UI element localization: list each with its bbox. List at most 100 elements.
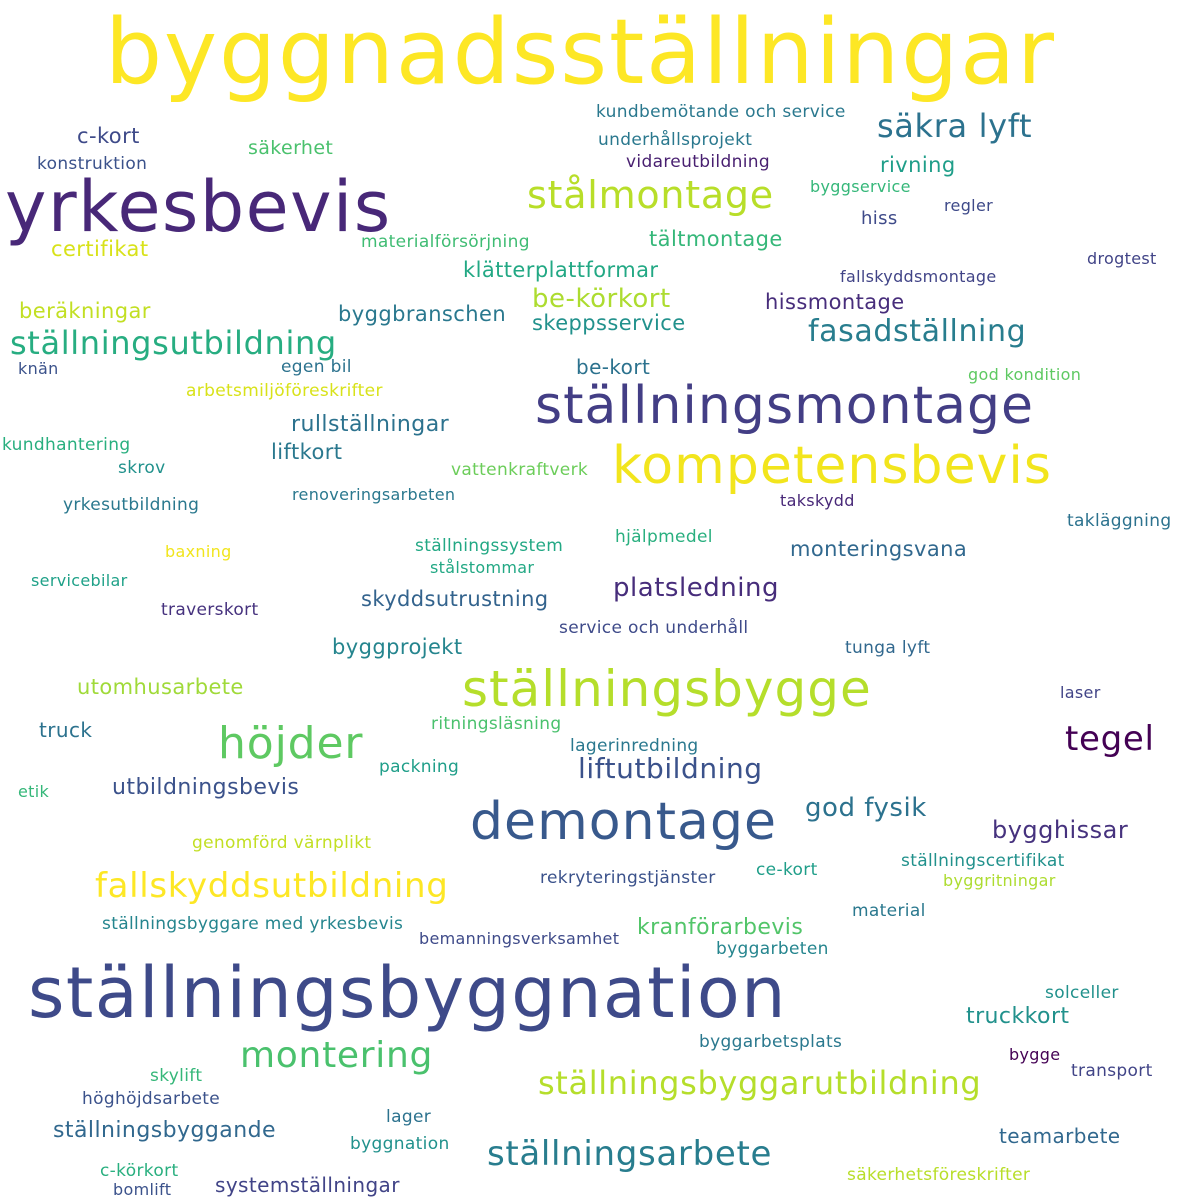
cloud-word: rekryteringstjänster <box>540 868 716 888</box>
cloud-word: beräkningar <box>19 299 151 323</box>
cloud-word: god kondition <box>968 365 1082 384</box>
cloud-word: byggritningar <box>943 871 1056 890</box>
cloud-word: yrkesbevis <box>5 166 392 248</box>
cloud-word: kranförarbevis <box>637 915 804 940</box>
cloud-word: arbetsmiljöföreskrifter <box>186 381 383 401</box>
cloud-word: servicebilar <box>31 571 128 590</box>
cloud-word: regler <box>944 196 994 215</box>
cloud-word: bomlift <box>113 1180 172 1199</box>
cloud-word: byggservice <box>810 177 911 196</box>
cloud-word: ställningsarbete <box>487 1134 773 1174</box>
cloud-word: tältmontage <box>649 227 783 251</box>
cloud-word: takskydd <box>780 491 855 510</box>
cloud-word: ställningsbyggnation <box>28 952 787 1034</box>
cloud-word: be-kort <box>576 355 651 379</box>
cloud-word: transport <box>1071 1061 1153 1081</box>
cloud-word: tegel <box>1065 719 1155 759</box>
cloud-word: certifikat <box>51 237 149 261</box>
cloud-word: vidareutbildning <box>626 152 771 172</box>
cloud-word: tunga lyft <box>845 638 931 658</box>
cloud-word: montering <box>240 1035 434 1076</box>
cloud-word: ställningssystem <box>415 536 564 556</box>
cloud-word: liftkort <box>271 440 343 464</box>
cloud-word: byggnadsställningar <box>105 0 1056 105</box>
cloud-word: demontage <box>470 792 778 852</box>
cloud-word: materialförsörjning <box>361 232 530 252</box>
cloud-word: material <box>852 901 926 921</box>
cloud-word: höghöjdsarbete <box>82 1089 221 1109</box>
cloud-word: byggbranschen <box>338 302 507 326</box>
cloud-word: bemanningsverksamhet <box>419 929 620 948</box>
cloud-word: ställningsbyggarutbildning <box>538 1064 982 1102</box>
cloud-word: yrkesutbildning <box>63 495 200 515</box>
cloud-word: byggnation <box>350 1134 450 1154</box>
cloud-word: fallskyddsutbildning <box>95 866 449 906</box>
cloud-word: liftutbildning <box>578 752 763 785</box>
cloud-word: byggarbetsplats <box>699 1032 843 1052</box>
cloud-word: c-kort <box>77 124 140 148</box>
cloud-word: skylift <box>150 1066 203 1086</box>
cloud-word: säkra lyft <box>877 107 1033 145</box>
cloud-word: baxning <box>165 542 232 561</box>
cloud-word: ställningsutbildning <box>10 324 337 362</box>
cloud-word: be-körkort <box>532 284 671 314</box>
cloud-word: höjder <box>218 718 364 769</box>
cloud-word: fasadställning <box>808 314 1027 349</box>
cloud-word: monteringsvana <box>790 537 968 561</box>
cloud-word: skyddsutrustning <box>361 587 549 611</box>
cloud-word: underhållsprojekt <box>598 130 753 150</box>
cloud-word: god fysik <box>805 793 927 823</box>
cloud-word: c-körkort <box>100 1161 179 1181</box>
cloud-word: hjälpmedel <box>615 527 713 547</box>
cloud-word: renoveringsarbeten <box>292 485 456 504</box>
cloud-word: kundbemötande och service <box>596 102 846 122</box>
cloud-word: fallskyddsmontage <box>840 267 997 286</box>
cloud-word: teamarbete <box>999 1124 1121 1148</box>
cloud-word: genomförd värnplikt <box>192 833 372 853</box>
cloud-word: stålmontage <box>527 173 774 217</box>
cloud-word: ställningsbyggande <box>53 1118 276 1143</box>
cloud-word: lager <box>386 1107 432 1127</box>
cloud-word: rivning <box>880 153 956 177</box>
cloud-word: truck <box>39 718 93 742</box>
cloud-word: etik <box>18 782 50 801</box>
cloud-word: hiss <box>861 208 898 229</box>
cloud-word: vattenkraftverk <box>451 460 589 480</box>
cloud-word: konstruktion <box>37 154 148 174</box>
cloud-word: drogtest <box>1087 249 1157 268</box>
cloud-word: ställningscertifikat <box>901 851 1065 871</box>
cloud-word: egen bil <box>281 357 352 377</box>
cloud-word: klätterplattformar <box>463 258 659 282</box>
cloud-word: bygghissar <box>992 816 1129 844</box>
cloud-word: platsledning <box>613 573 780 603</box>
cloud-word: skrov <box>118 458 166 478</box>
cloud-word: byggarbeten <box>716 939 829 959</box>
cloud-word: ställningsbygge <box>462 660 872 718</box>
cloud-word: service och underhåll <box>559 618 749 638</box>
cloud-word: säkerhetsföreskrifter <box>847 1165 1031 1185</box>
cloud-word: laser <box>1060 683 1101 702</box>
cloud-word: säkerhet <box>248 137 334 159</box>
cloud-word: ställningsmontage <box>535 376 1035 436</box>
cloud-word: utbildningsbevis <box>112 775 300 800</box>
cloud-word: skeppsservice <box>532 311 686 335</box>
cloud-word: knän <box>18 359 59 378</box>
cloud-word: bygge <box>1009 1045 1061 1064</box>
cloud-word: stålstommar <box>430 558 535 577</box>
cloud-word: ce-kort <box>756 860 818 880</box>
cloud-word: ritningsläsning <box>431 714 562 734</box>
cloud-word: hissmontage <box>765 290 905 314</box>
cloud-word: systemställningar <box>215 1173 400 1197</box>
cloud-word: ställningsbyggare med yrkesbevis <box>102 914 404 934</box>
cloud-word: packning <box>379 757 460 777</box>
cloud-word: lagerinredning <box>570 736 699 756</box>
cloud-word: kompetensbevis <box>612 436 1053 496</box>
cloud-word: truckkort <box>966 1004 1070 1029</box>
cloud-word: byggprojekt <box>332 635 463 659</box>
cloud-word: traverskort <box>161 600 259 620</box>
cloud-word: solceller <box>1045 983 1119 1003</box>
cloud-word: utomhusarbete <box>77 675 244 699</box>
cloud-word: kundhantering <box>2 435 131 455</box>
cloud-word: rullställningar <box>291 412 450 437</box>
